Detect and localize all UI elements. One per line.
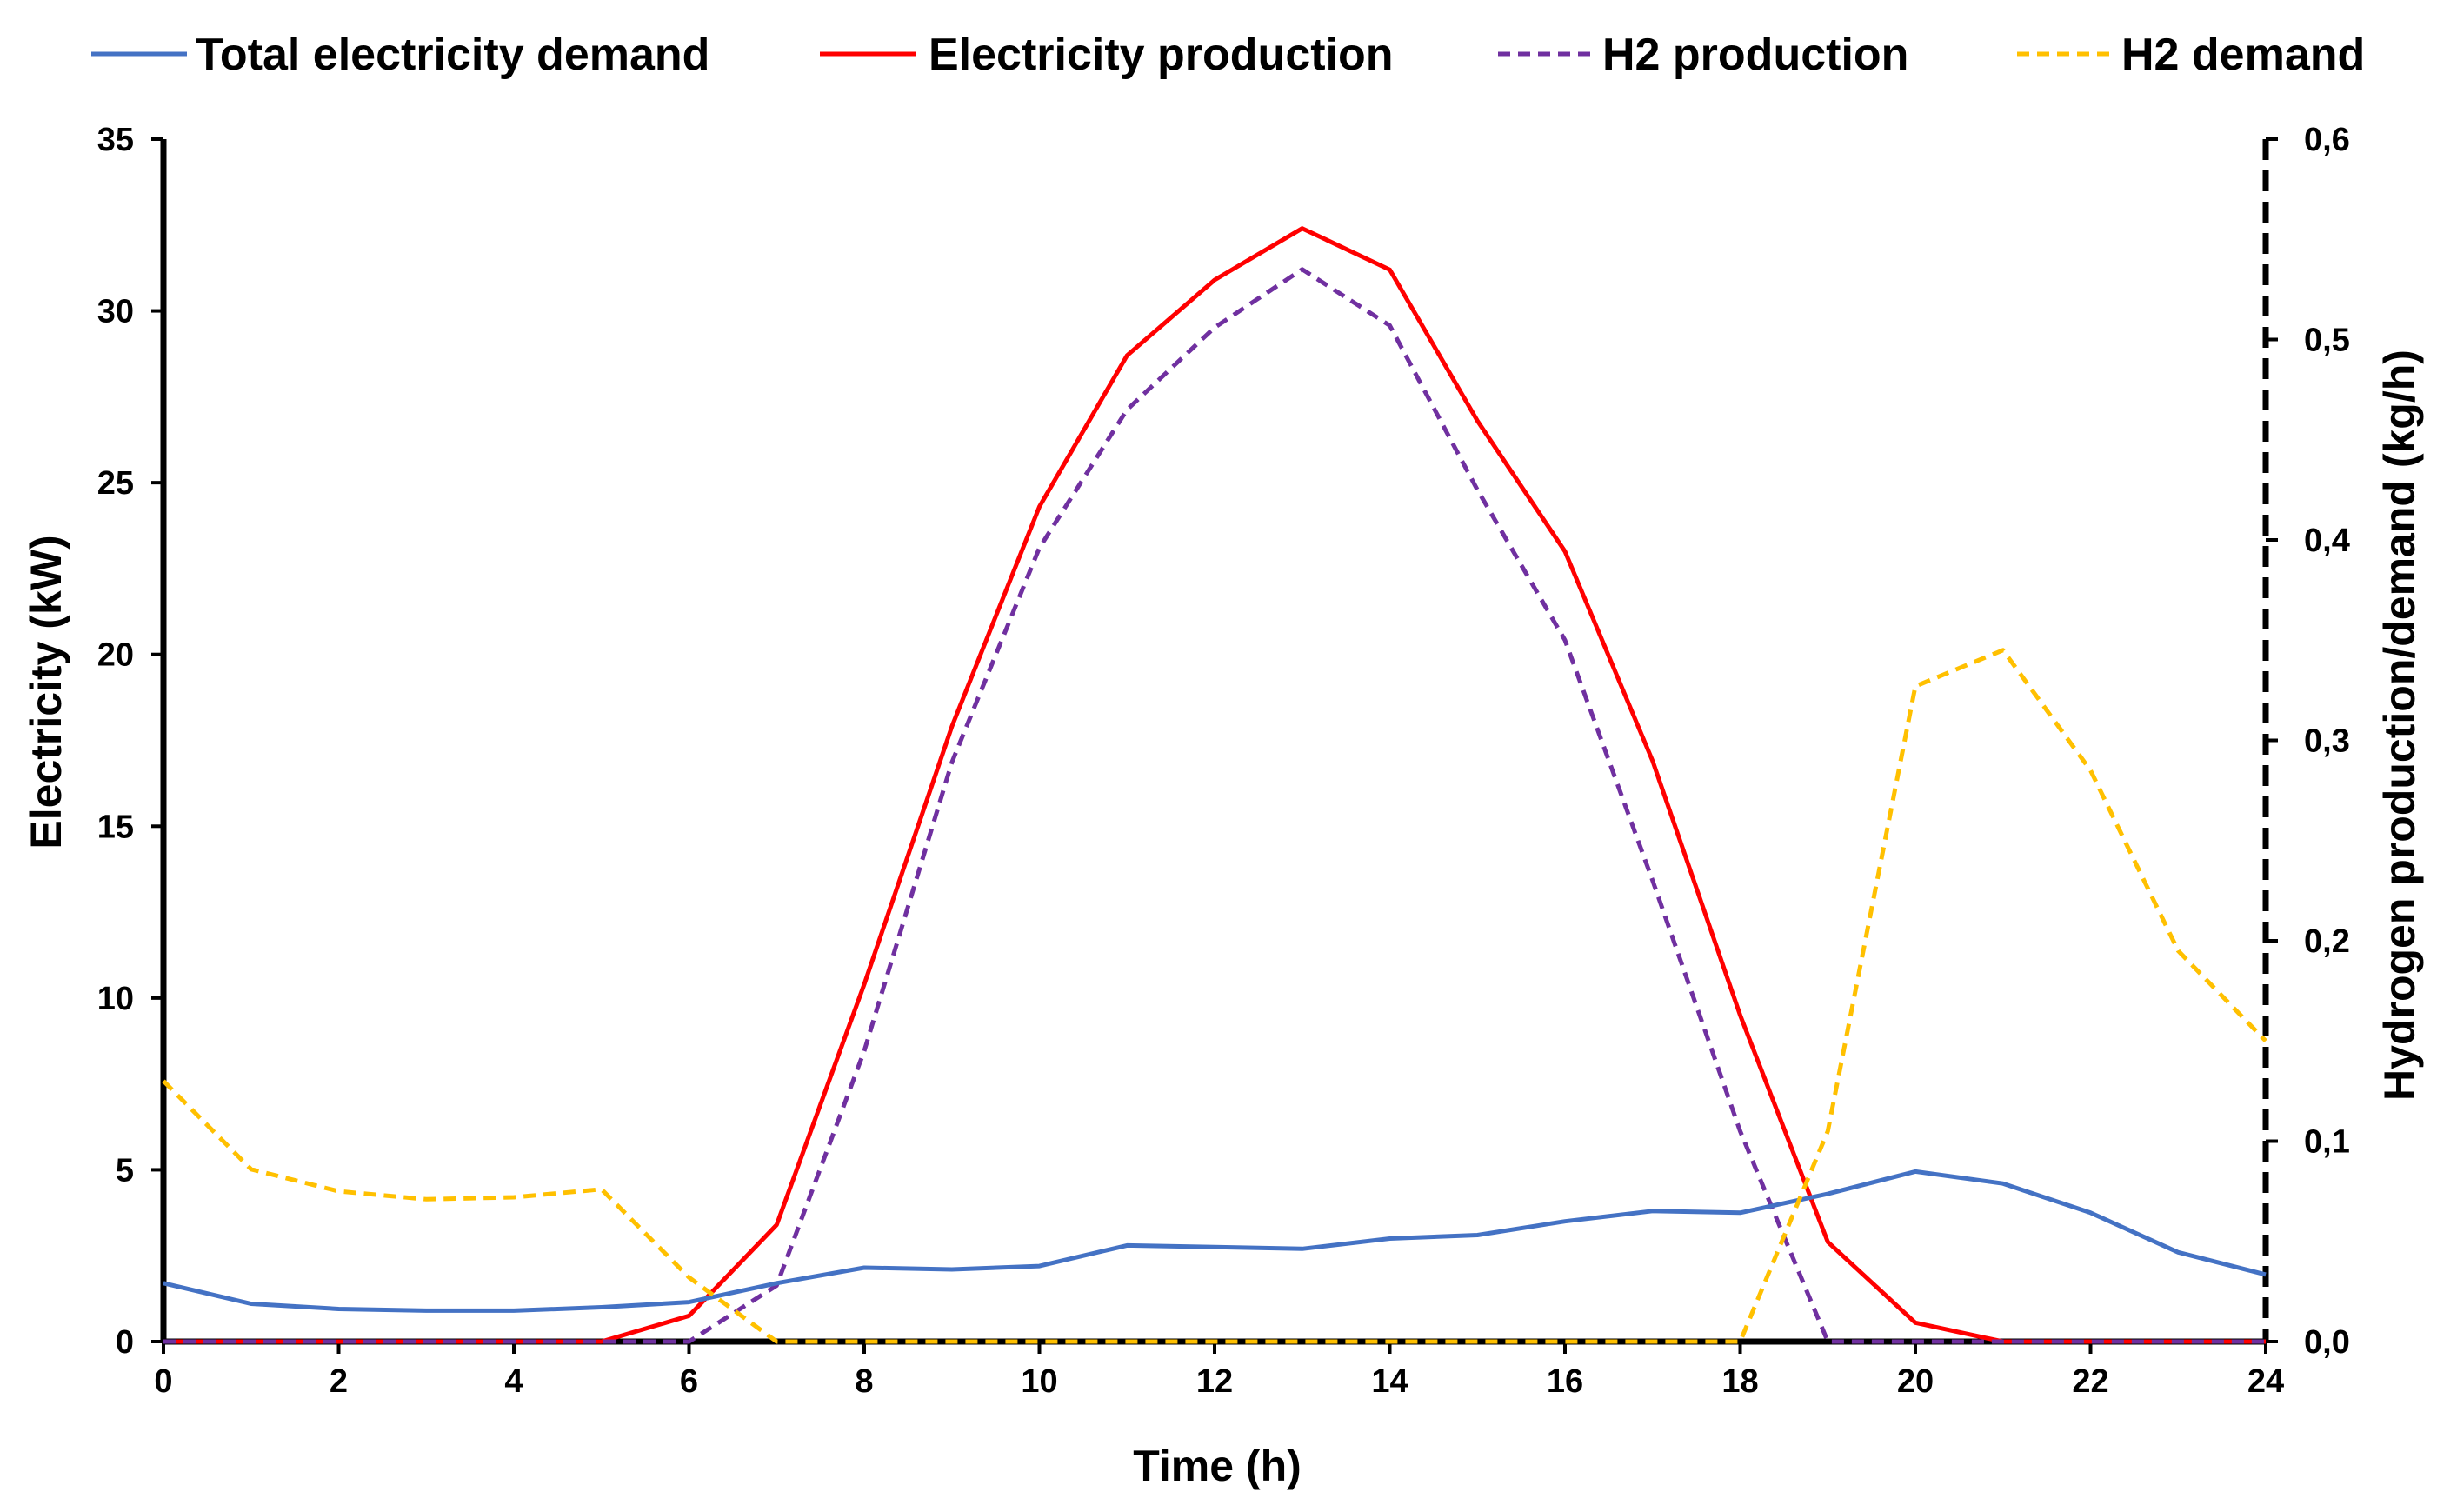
x-tick-label: 4 [504,1363,523,1400]
x-tick-label: 14 [1371,1363,1408,1400]
x-tick-label: 0 [154,1363,172,1400]
y-left-tick-label: 30 [97,294,134,330]
y-right-tick-label: 0,5 [2304,323,2350,359]
x-tick-label: 2 [330,1363,348,1400]
series-line-h2-production [163,267,2266,1344]
y-right-tick-label: 0,3 [2304,723,2350,760]
legend-label-total-electricity-demand: Total electricity demand [196,30,709,80]
legend-label-h2-demand: H2 demand [2121,30,2365,80]
x-tick-label: 20 [1897,1363,1934,1400]
y-left-axis-title: Electricity (kW) [22,535,70,849]
series-line-h2-demand [162,648,2267,1344]
y-right-tick-label: 0,6 [2304,122,2350,158]
y-left-tick-label: 20 [97,637,134,674]
series-line-total-electricity-demand [163,1169,2267,1313]
x-tick-label: 18 [1721,1363,1758,1400]
x-tick-label: 10 [1021,1363,1057,1400]
y-left-tick-label: 0 [116,1324,134,1361]
legend-label-electricity-production: Electricity production [929,30,1394,80]
x-axis-title: Time (h) [1133,1442,1302,1490]
series-layer [162,226,2267,1344]
x-tick-label: 16 [1547,1363,1583,1400]
y-left-tick-label: 25 [97,465,134,502]
axes: 0 2 4 6 8 10 12 14 16 18 20 22 24051015202530350,00,… [97,122,2350,1400]
legend-label-h2-production: H2 production [1602,30,1908,80]
y-right-tick-label: 0,0 [2304,1324,2350,1361]
y-left-tick-label: 15 [97,809,134,845]
y-right-tick-label: 0,2 [2304,923,2350,960]
x-tick-label: 8 [855,1363,873,1400]
x-tick-label: 12 [1196,1363,1233,1400]
x-tick-label: 6 [680,1363,698,1400]
y-right-axis-title: Hydrogen production/demand (kg/h) [2375,350,2424,1101]
y-right-tick-label: 0,4 [2304,523,2350,559]
x-tick-label: 22 [2072,1363,2108,1400]
legend: Total electricity demand Electricity prod… [91,30,2365,80]
y-left-tick-label: 10 [97,981,134,1017]
y-left-tick-label: 35 [97,122,134,158]
y-left-tick-label: 5 [116,1152,134,1189]
x-tick-label: 24 [2247,1363,2284,1400]
y-right-tick-label: 0,1 [2304,1124,2350,1161]
